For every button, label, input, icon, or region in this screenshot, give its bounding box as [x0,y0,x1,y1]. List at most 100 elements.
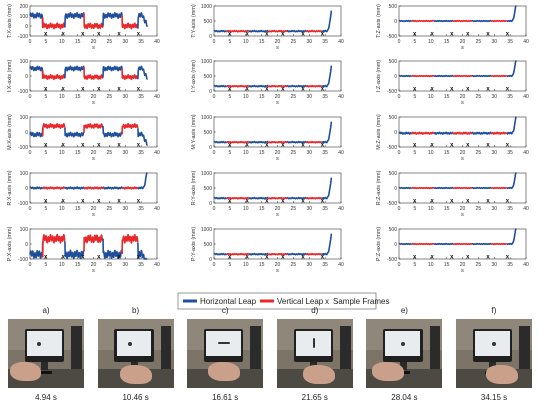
series-vertical-rz-seg5 [490,186,508,190]
series-vertical-py-seg3 [267,252,288,256]
x-tick-label-tx: 20 [91,39,97,45]
series-horizontal-rz-seg2 [433,186,454,190]
photo-time-2: 16.61 s [212,393,239,402]
sample-frame-photo-1 [97,319,174,388]
y-tick-label-ry: 1000 [201,171,212,177]
x-tick-label-iz: 15 [444,94,450,100]
photo-computer-tower [339,325,351,369]
legend-box [177,292,377,310]
y-tick-label-pz: 500 [389,227,398,233]
x-tick-label-ix: 5 [44,94,47,100]
series-vertical-rx-seg3 [83,186,104,190]
series-horizontal-ry-seg6 [321,177,333,200]
x-tick-label-px: 40 [154,262,160,268]
sample-frame-marker-rx-5: x [137,199,141,205]
x-tick-label-ry: 30 [306,206,312,212]
series-vertical-py-seg1 [226,252,250,256]
x-tick-label-rz: 25 [476,206,482,212]
x-tick-label-rx: 20 [91,206,97,212]
x-tick-label-py: 30 [306,262,312,268]
y-tick-label-rx: 100 [20,171,29,177]
series-horizontal-px-seg0 [29,241,44,259]
y-tick-label-ry: 500 [204,186,213,192]
x-tick-label-tz: 10 [428,39,434,45]
x-tick-label-mz: 40 [523,150,529,156]
photo-time-0: 4.94 s [35,393,57,402]
x-axis-label-iz: s [461,100,464,106]
series-vertical-ty-seg3 [267,29,288,33]
x-tick-label-ix: 25 [107,94,113,100]
x-tick-label-rx: 40 [154,206,160,212]
sample-frame-marker-iy-3: x [281,87,285,93]
series-horizontal-rz-seg0 [398,186,413,190]
x-tick-label-py: 35 [322,262,328,268]
sample-frame-marker-px-5: x [137,255,141,261]
photo-monitor-stand [399,361,407,371]
x-tick-label-mx: 15 [75,150,81,156]
series-horizontal-px-seg6 [137,242,148,260]
y-tick-label-tz: 500 [389,4,398,10]
y-axis-label-tz: T:Z-axis (mm) [376,4,382,38]
series-vertical-mz-seg3 [452,131,473,135]
legend-sample-label: Sample Frames [333,297,389,306]
x-tick-label-ty: 15 [259,39,265,45]
series-horizontal-ix-seg2 [64,65,85,79]
series-horizontal-tx-seg2 [64,12,85,28]
photo-screen [475,331,510,356]
y-tick-label-my: 1000 [201,115,212,121]
y-tick-label-iz: 0 [394,74,397,80]
y-tick-label-tx: -100 [18,34,28,40]
sample-frame-marker-ix-5: x [137,87,141,93]
y-axis-label-my: M:Y-axis (mm) [191,114,197,149]
sample-frame-marker-tz-4: x [486,32,490,38]
x-tick-label-mz: 5 [413,150,416,156]
y-tick-label-ty: 500 [204,19,213,25]
series-horizontal-tx-seg4 [102,12,123,26]
sample-frame-marker-mz-5: x [506,143,510,149]
series-vertical-mx-seg5 [121,123,139,135]
x-tick-label-mx: 25 [107,150,113,156]
sample-frame-marker-iz-1: x [431,87,435,93]
x-tick-label-rx: 25 [107,206,113,212]
series-vertical-my-seg1 [226,140,250,144]
series-vertical-mz-seg1 [411,131,435,135]
series-vertical-py-seg5 [305,252,323,256]
x-tick-label-my: 25 [291,150,297,156]
x-tick-label-mz: 0 [398,150,401,156]
x-tick-label-iy: 40 [338,94,344,100]
series-horizontal-tx-seg0 [29,12,44,29]
series-horizontal-py-seg0 [213,252,228,256]
x-tick-label-ix: 30 [122,94,128,100]
sample-frame-marker-px-1: x [62,255,66,261]
x-tick-label-pz: 10 [428,262,434,268]
series-vertical-iz-seg3 [452,74,473,78]
photo-hand [120,364,153,384]
sample-frame-marker-my-2: x [265,143,269,149]
series-horizontal-tx-seg6 [137,12,149,29]
sample-frame-marker-tx-2: x [81,32,85,38]
y-tick-label-tz: -500 [387,34,397,40]
series-vertical-tz-seg3 [452,19,473,23]
sample-frame-marker-tx-0: x [44,32,48,38]
x-tick-label-px: 30 [122,262,128,268]
series-horizontal-iz-seg6 [506,60,517,78]
x-axis-label-tx: s [92,45,95,51]
sample-frame-marker-mz-2: x [450,143,454,149]
x-tick-label-rz: 5 [413,206,416,212]
y-tick-label-tx: 100 [20,14,29,20]
sample-frame-marker-px-3: x [97,255,101,261]
sample-frame-marker-rx-1: x [62,199,66,205]
series-vertical-ix-seg1 [41,70,66,81]
x-tick-label-pz: 20 [460,262,466,268]
sample-frame-marker-py-1: x [246,255,250,261]
sample-frame-marker-px-0: x [44,255,48,261]
sample-frame-marker-ty-2: x [265,32,269,38]
x-tick-label-px: 10 [59,262,65,268]
x-tick-label-ry: 20 [275,206,281,212]
sample-frame-marker-ix-2: x [81,87,85,93]
x-tick-label-ry: 35 [322,206,328,212]
x-tick-label-rx: 5 [44,206,47,212]
photo-computer-tower [519,325,530,369]
sample-frame-marker-ty-1: x [246,32,250,38]
